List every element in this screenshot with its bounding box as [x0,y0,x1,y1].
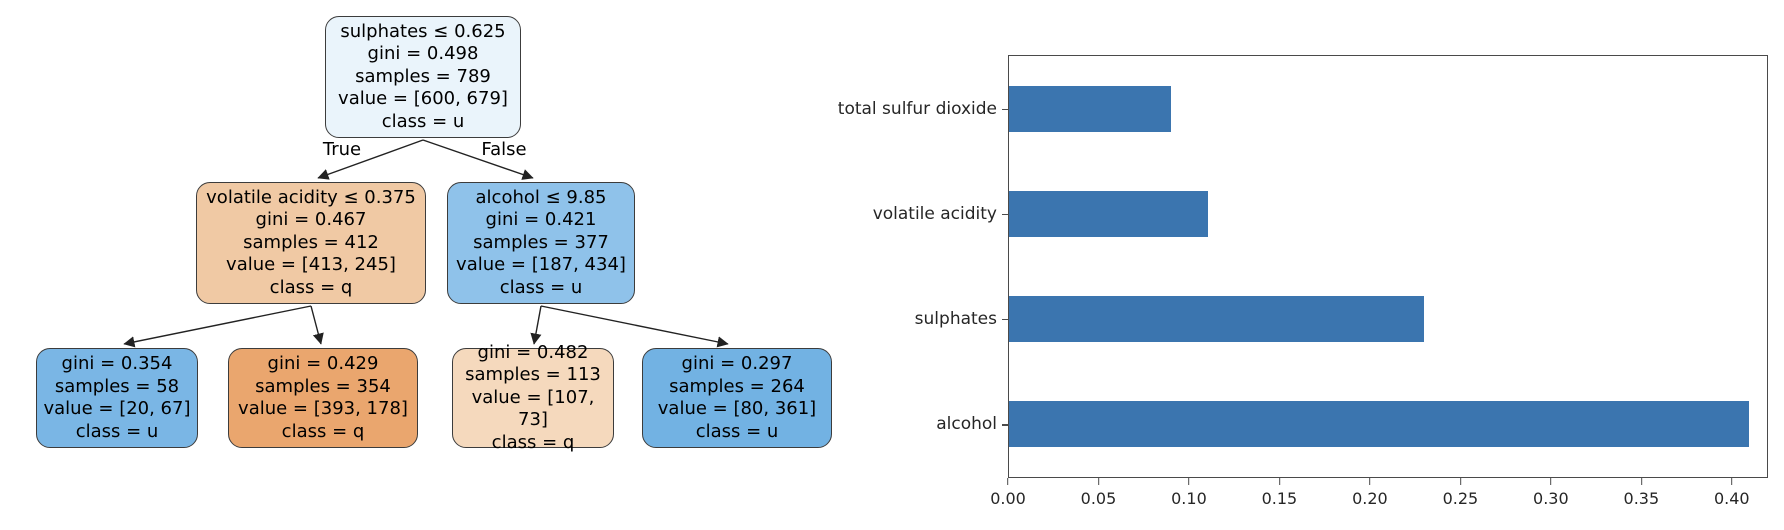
node-class: class = u [75,420,159,442]
y-tick-mark [1002,319,1008,321]
tree-node-leaf-1: gini = 0.354 samples = 58 value = [20, 6… [36,348,198,448]
x-tick-mark [1007,478,1009,485]
importance-bar [1009,296,1425,343]
node-gini: gini = 0.482 [477,341,589,363]
edge-label-true: True [322,139,362,160]
x-tick-mark [1459,478,1461,485]
edge-right-to-leaf3 [530,305,542,345]
bar-row-volatile-acidity: volatile acidity [873,161,1767,266]
edge-left-to-leaf1 [123,305,312,348]
node-samples: samples = 264 [669,375,805,397]
tree-node-root: sulphates ≤ 0.625 gini = 0.498 samples =… [325,16,521,138]
node-samples: samples = 412 [243,231,379,253]
node-value: value = [600, 679] [338,88,508,110]
node-value: value = [413, 245] [226,254,396,276]
x-tick-label: 0.10 [1171,489,1207,508]
bar-row-alcohol: alcohol [936,372,1767,477]
tree-node-right-internal: alcohol ≤ 9.85 gini = 0.421 samples = 37… [447,182,635,304]
x-tick: 0.35 [1623,478,1660,508]
node-condition: sulphates ≤ 0.625 [340,20,506,42]
x-tick-label: 0.35 [1623,489,1660,508]
node-gini: gini = 0.354 [61,353,173,374]
node-gini: gini = 0.429 [267,353,379,374]
node-class: class = q [491,431,575,453]
x-tick: 0.10 [1171,478,1207,508]
edge-right-to-leaf4 [540,305,729,348]
node-samples: samples = 113 [465,364,601,386]
x-tick-label: 0.25 [1442,489,1479,508]
x-tick-label: 0.30 [1533,489,1569,508]
node-samples: samples = 789 [355,65,491,87]
x-tick-label: 0.00 [990,489,1026,508]
x-tick: 0.15 [1261,478,1298,508]
plot-area: total sulfur dioxide volatile acidity sulp… [838,55,1768,478]
x-tick: 0.40 [1714,478,1750,508]
tree-node-leaf-3: gini = 0.482 samples = 113 value = [107,… [452,342,614,453]
node-value: value = [393, 178] [238,398,408,419]
y-tick-mark [1002,424,1008,426]
node-gini: gini = 0.297 [681,353,793,374]
node-value: value = [20, 67] [43,398,191,419]
x-tick-mark [1731,478,1733,485]
bar-row-total-sulfur-dioxide: total sulfur dioxide [838,56,1767,161]
edge-label-false: False [481,139,527,160]
node-samples: samples = 58 [54,375,180,397]
x-tick-label: 0.05 [1080,489,1117,508]
x-tick-mark [1369,478,1371,485]
x-tick: 0.30 [1533,478,1569,508]
x-tick-mark [1188,478,1190,485]
category-label: total sulfur dioxide [837,98,997,119]
y-tick-mark [1002,213,1008,216]
y-tick-mark [1002,108,1008,110]
x-tick: 0.05 [1080,478,1117,508]
decision-tree-panel: sulphates ≤ 0.625 gini = 0.498 samples =… [36,16,832,453]
importance-bar [1009,190,1208,237]
importance-bar [1009,85,1172,132]
x-tick-label: 0.15 [1261,489,1298,508]
x-tick-mark [1278,478,1281,485]
node-samples: samples = 354 [255,375,391,397]
node-class: class = q [281,420,365,442]
node-value: value = [187, 434] [456,254,626,276]
tree-node-leaf-2: gini = 0.429 samples = 354 value = [393,… [228,348,418,448]
node-class: class = q [269,276,353,298]
node-gini: gini = 0.467 [255,209,367,231]
node-condition: alcohol ≤ 9.85 [475,186,607,208]
node-gini: gini = 0.421 [485,209,597,231]
node-value: value = [80, 361] [657,398,817,419]
node-samples: samples = 377 [473,231,609,253]
bar-row-sulphates: sulphates [915,267,1767,372]
x-tick: 0.00 [990,478,1026,508]
node-value: value = [107, 73] [471,386,595,431]
edge-left-to-leaf2 [310,305,324,345]
category-label: sulphates [914,309,997,330]
x-axis-ticks: 0.00 0.05 0.10 0.15 0.20 0.25 0.30 0.35 0.40 [990,478,1768,518]
x-tick: 0.20 [1352,478,1388,508]
x-tick-mark [1550,478,1552,485]
x-tick-label: 0.20 [1352,489,1388,508]
category-label: alcohol [936,414,997,435]
x-tick-mark [1640,478,1642,485]
node-gini: gini = 0.498 [367,43,479,65]
category-label: volatile acidity [872,203,997,224]
node-condition: volatile acidity ≤ 0.375 [206,186,416,208]
x-tick: 0.25 [1442,478,1479,508]
x-tick-mark [1097,478,1100,485]
node-class: class = u [499,276,583,298]
tree-node-leaf-4: gini = 0.297 samples = 264 value = [80, … [642,348,832,448]
importance-bar [1009,401,1749,448]
x-tick-label: 0.40 [1713,489,1750,508]
node-class: class = u [381,110,465,132]
node-class: class = u [695,420,779,442]
tree-node-left-internal: volatile acidity ≤ 0.375 gini = 0.467 sa… [196,182,426,304]
